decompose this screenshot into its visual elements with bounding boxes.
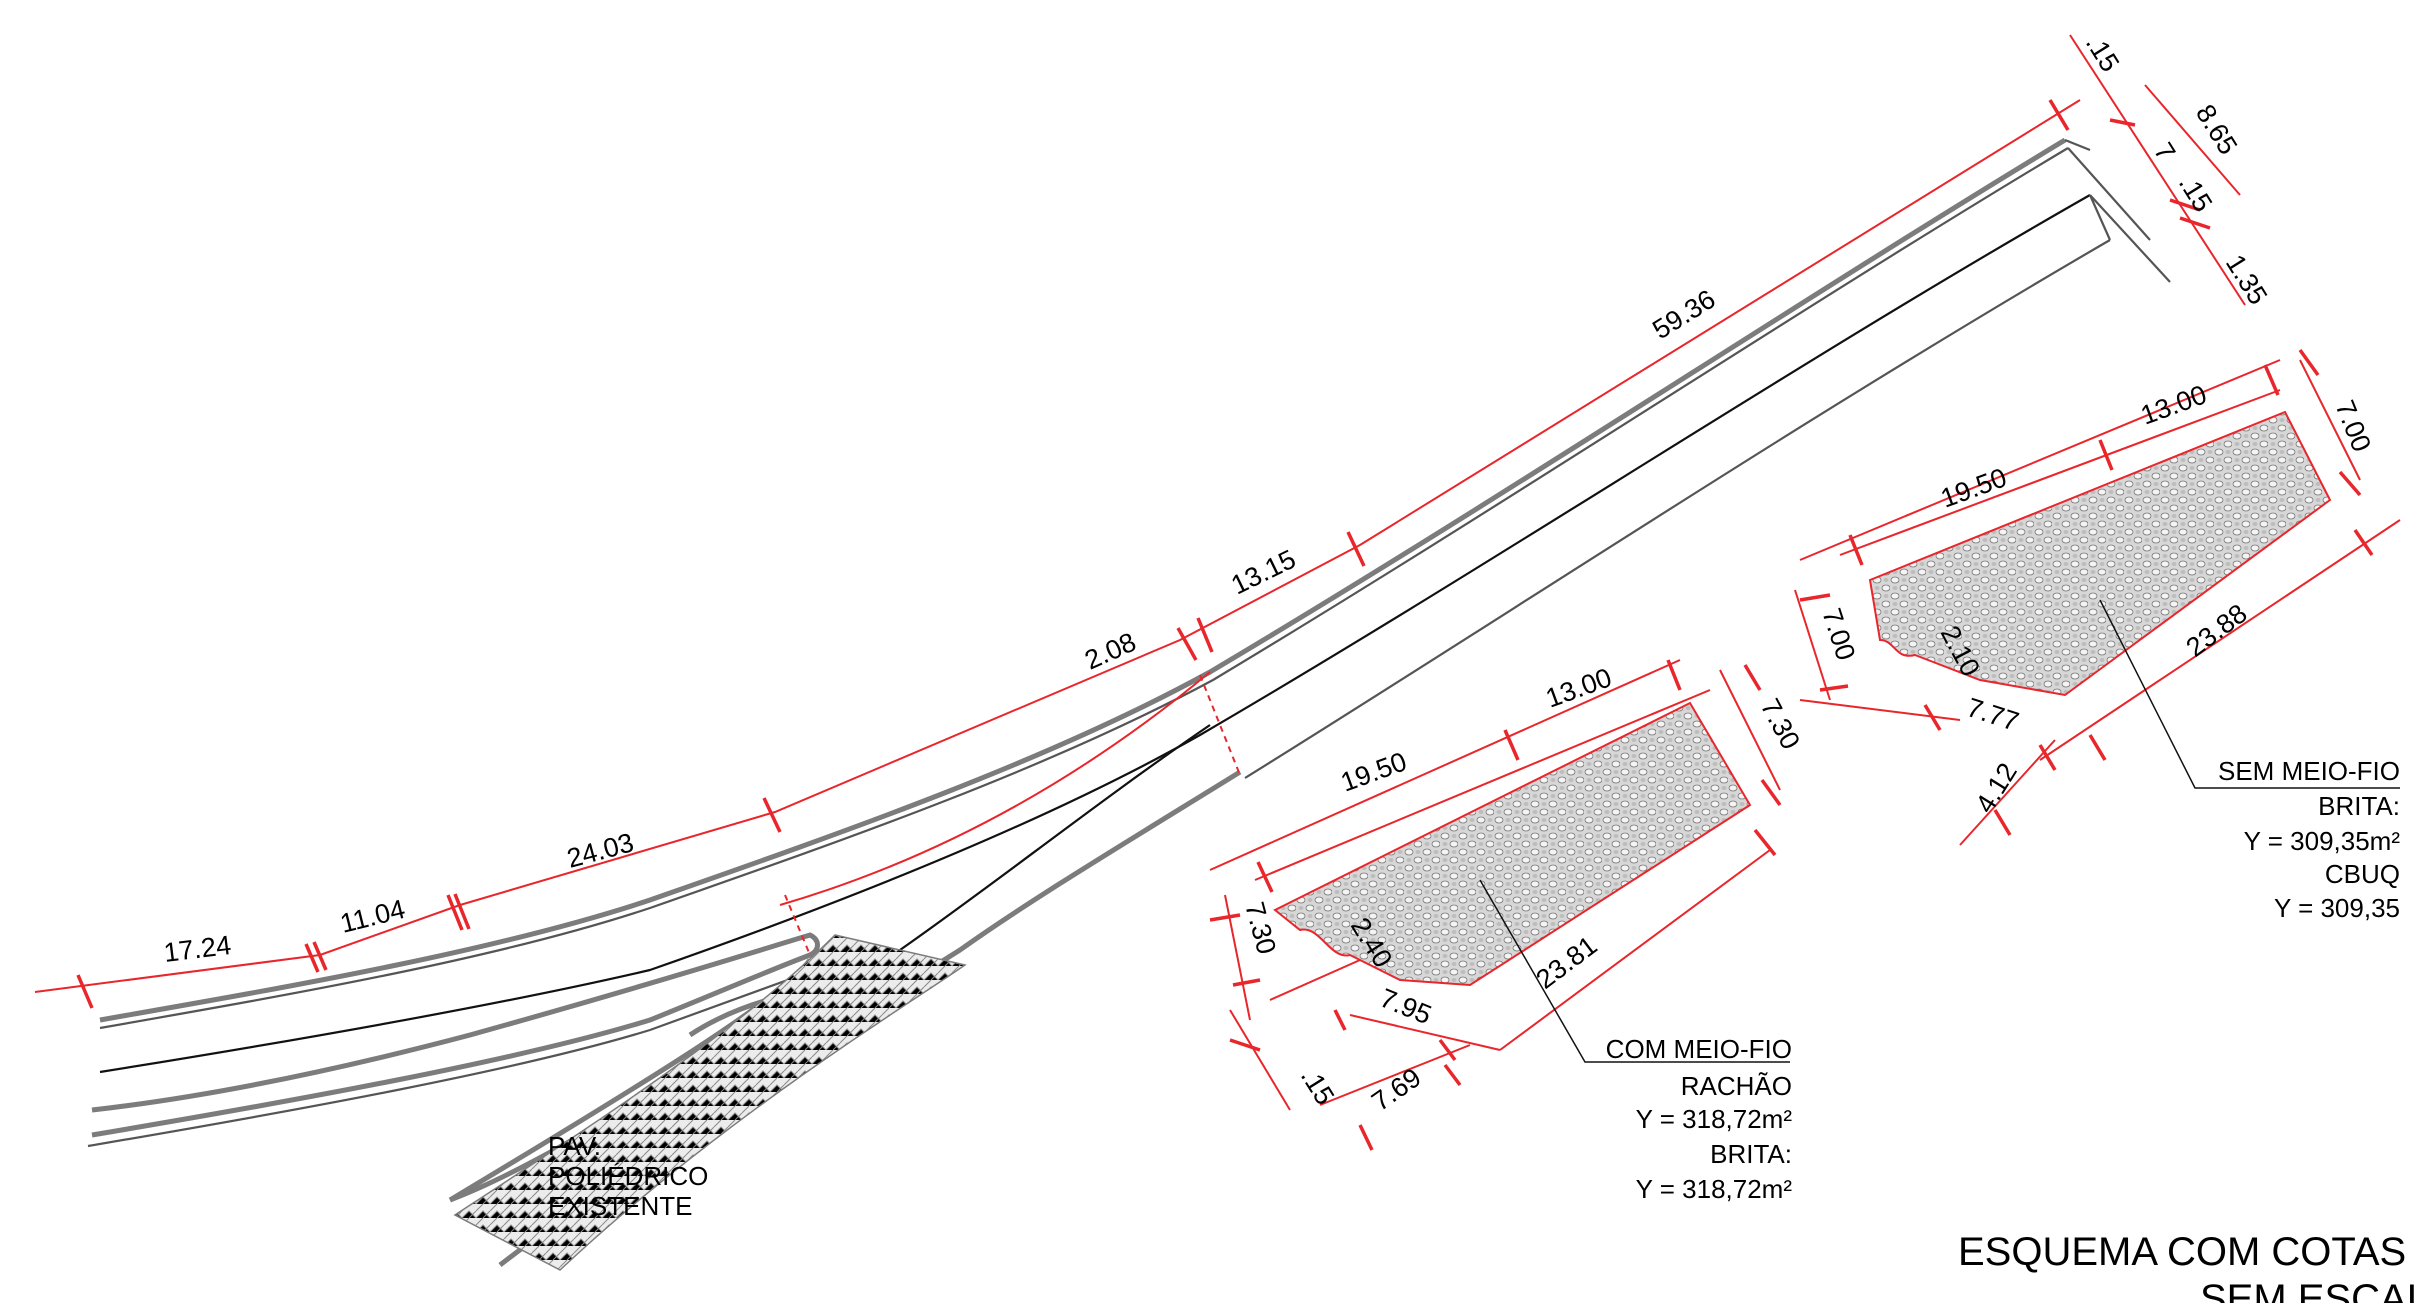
- dim-59-36: 59.36: [1647, 284, 1720, 345]
- com-meio-fio-brita-area: Y = 318,72m²: [1636, 1174, 1793, 1204]
- com-meio-fio-rachao-area: Y = 318,72m²: [1636, 1104, 1793, 1134]
- dim-com-7-30-left: 7.30: [1239, 899, 1282, 958]
- dim-com-7-69: 7.69: [1366, 1062, 1426, 1117]
- dim-0-15-mid: .15: [2173, 169, 2218, 217]
- section-line-b: [785, 895, 810, 955]
- dim-com-0-15: .15: [1295, 1062, 1340, 1110]
- com-meio-fio-rachao: RACHÃO: [1681, 1071, 1792, 1101]
- sem-meio-fio-brita-area: Y = 309,35m²: [2244, 826, 2401, 856]
- road-centerline: [100, 195, 2090, 1072]
- sem-meio-fio-notes: SEM MEIO-FIO BRITA: Y = 309,35m² CBUQ Y …: [2218, 756, 2400, 923]
- com-meio-fio-title: COM MEIO-FIO: [1606, 1034, 1792, 1064]
- dim-com-19-50: 19.50: [1337, 746, 1411, 797]
- dim-sem-7-77: 7.77: [1963, 692, 2022, 737]
- dim-sem-19-50: 19.50: [1937, 462, 2011, 513]
- existing-pavement-hatch: [455, 935, 965, 1270]
- dim-sem-23-88: 23.88: [2181, 598, 2253, 663]
- dim-13-15: 13.15: [1226, 544, 1300, 601]
- dim-8-65: 8.65: [2190, 99, 2243, 159]
- sem-meio-fio-brita: BRITA:: [2318, 791, 2400, 821]
- dim-com-7-30-right: 7.30: [1755, 694, 1806, 754]
- sem-meio-fio-hatch: [1870, 412, 2330, 695]
- com-meio-fio-notes: COM MEIO-FIO RACHÃO Y = 318,72m² BRITA: …: [1606, 1034, 1793, 1204]
- dim-17-24: 17.24: [162, 930, 233, 968]
- title-block: ESQUEMA COM COTAS SEM ESCALA: [1958, 1230, 2417, 1303]
- sem-meio-fio-cbuq-area: Y = 309,35: [2274, 893, 2400, 923]
- dim-2-08: 2.08: [1080, 627, 1140, 676]
- drawing-title: ESQUEMA COM COTAS: [1958, 1230, 2406, 1274]
- dim-line-north: [35, 100, 2080, 992]
- section-line-a: [1200, 675, 1240, 775]
- dim-ticks: [78, 100, 2210, 1008]
- sem-meio-fio-title: SEM MEIO-FIO: [2218, 756, 2400, 786]
- existing-pavement-line-1: PAV.: [548, 1131, 601, 1161]
- road-edge-north: [100, 140, 2065, 1020]
- existing-pavement-line-3: EXISTENTE: [548, 1191, 692, 1221]
- dim-line-east: [2070, 35, 2245, 305]
- branch-road-centerline: [900, 725, 1210, 950]
- dim-sem-4-12: 4.12: [1970, 758, 2023, 818]
- com-meio-fio-brita: BRITA:: [1710, 1139, 1792, 1169]
- main-road: [88, 140, 2170, 1265]
- dim-24-03: 24.03: [564, 827, 637, 873]
- dim-sem-7-00-left: 7.00: [1816, 605, 1861, 664]
- dim-11-04: 11.04: [337, 894, 408, 939]
- area-sem-meio-fio: 13.00 19.50 7.00 23.88 7.00 2.10 7.77 4.…: [1795, 350, 2400, 923]
- existing-pavement-line-2: POLIÉDRICO: [548, 1161, 708, 1191]
- drawing-subtitle: SEM ESCALA: [2200, 1277, 2417, 1303]
- dim-sem-7-00-right: 7.00: [2329, 396, 2377, 456]
- dim-sem-13-00: 13.00: [2137, 379, 2211, 430]
- dim-0-15-top: .15: [2080, 29, 2125, 77]
- area-com-meio-fio: 13.00 19.50 7.30 23.81 7.30 2.40 7.95 7.…: [1210, 660, 1806, 1204]
- sem-meio-fio-cbuq: CBUQ: [2325, 859, 2400, 889]
